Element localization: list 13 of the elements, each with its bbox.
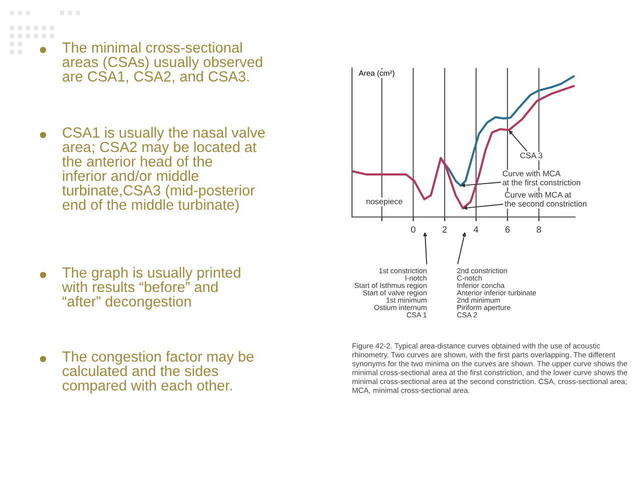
text: The congestion factor may be calculated and the sides compared with each other. (62, 351, 254, 394)
text: CSA1 is usually the nasal valve area; CSA2 may be located at the anterior head of the inferior and/or middle turbinate,CSA3 (mid-posterior end of the middle turbinate) (62, 127, 265, 213)
text: The graph is usually printed with results “before” and “after” decongestion (62, 267, 240, 310)
x-tick-label: 4 (474, 226, 478, 233)
x-tick-label: 8 (536, 226, 541, 233)
annotation: Curve with MCA at the second constriction (504, 192, 586, 207)
annotation: CSA 3 (520, 152, 542, 158)
x-tick-label: 6 (505, 226, 510, 233)
text: The minimal cross-sectional areas (CSAs) usually observed are CSA1, CSA2, and CSA3. (62, 42, 262, 84)
annotation: nosepiece (366, 198, 402, 206)
x-tick-label: 0 (411, 226, 416, 233)
annotation: Curve with MCA at the first constriction (502, 170, 580, 186)
x-tick-label: 2 (442, 226, 447, 233)
